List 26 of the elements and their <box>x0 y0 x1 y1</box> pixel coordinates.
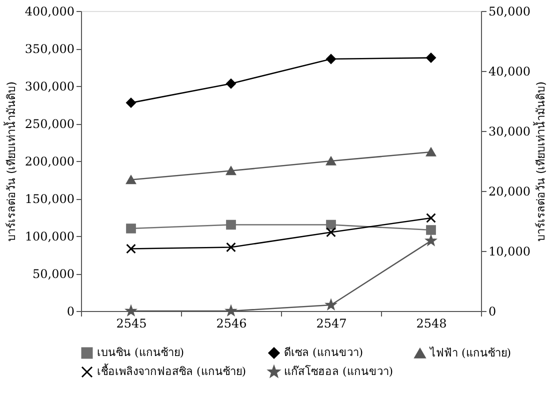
y-tick-label: 400,000 <box>24 4 74 18</box>
y-axis-title: บาร์เรลต่อวัน (เทียบเท่าน้ำมันดิบ) <box>2 81 18 242</box>
y2-tick-label: 50,000 <box>488 4 530 18</box>
y-tick-label: 0 <box>66 304 74 318</box>
y2-axis-title: บาร์เรลต่อวัน (เทียบเท่าน้ำมันดิบ) <box>532 81 548 242</box>
legend-label: เชื้อเพลิงจากฟอสซิล (แกนซ้าย) <box>97 363 246 378</box>
y2-tick-label: 10,000 <box>488 244 530 258</box>
x-tick-label: 2547 <box>316 316 347 330</box>
legend-label: เบนซิน (แกนซ้าย) <box>97 346 184 359</box>
legend-label: ดีเซล (แกนขวา) <box>284 346 364 359</box>
y2-tick-label: 40,000 <box>488 64 530 78</box>
y-tick-label: 150,000 <box>24 192 74 206</box>
y-tick-label: 50,000 <box>32 267 74 281</box>
legend-label: แก๊สโซฮอล (แกนขวา) <box>284 364 394 378</box>
y2-tick-label: 30,000 <box>488 124 530 138</box>
y-tick-label: 250,000 <box>24 117 74 131</box>
x-tick-label: 2548 <box>416 316 447 330</box>
y-tick-label: 350,000 <box>24 42 74 56</box>
legend-label: ไฟฟ้า (แกนซ้าย) <box>429 346 512 360</box>
y-tick-label: 300,000 <box>24 80 74 94</box>
y-tick-label: 200,000 <box>24 154 74 168</box>
x-tick-label: 2545 <box>116 316 147 330</box>
y-tick-label: 100,000 <box>24 230 74 244</box>
y2-tick-label: 20,000 <box>488 184 530 198</box>
y2-tick-label: 0 <box>488 304 496 318</box>
x-tick-label: 2546 <box>216 316 247 330</box>
